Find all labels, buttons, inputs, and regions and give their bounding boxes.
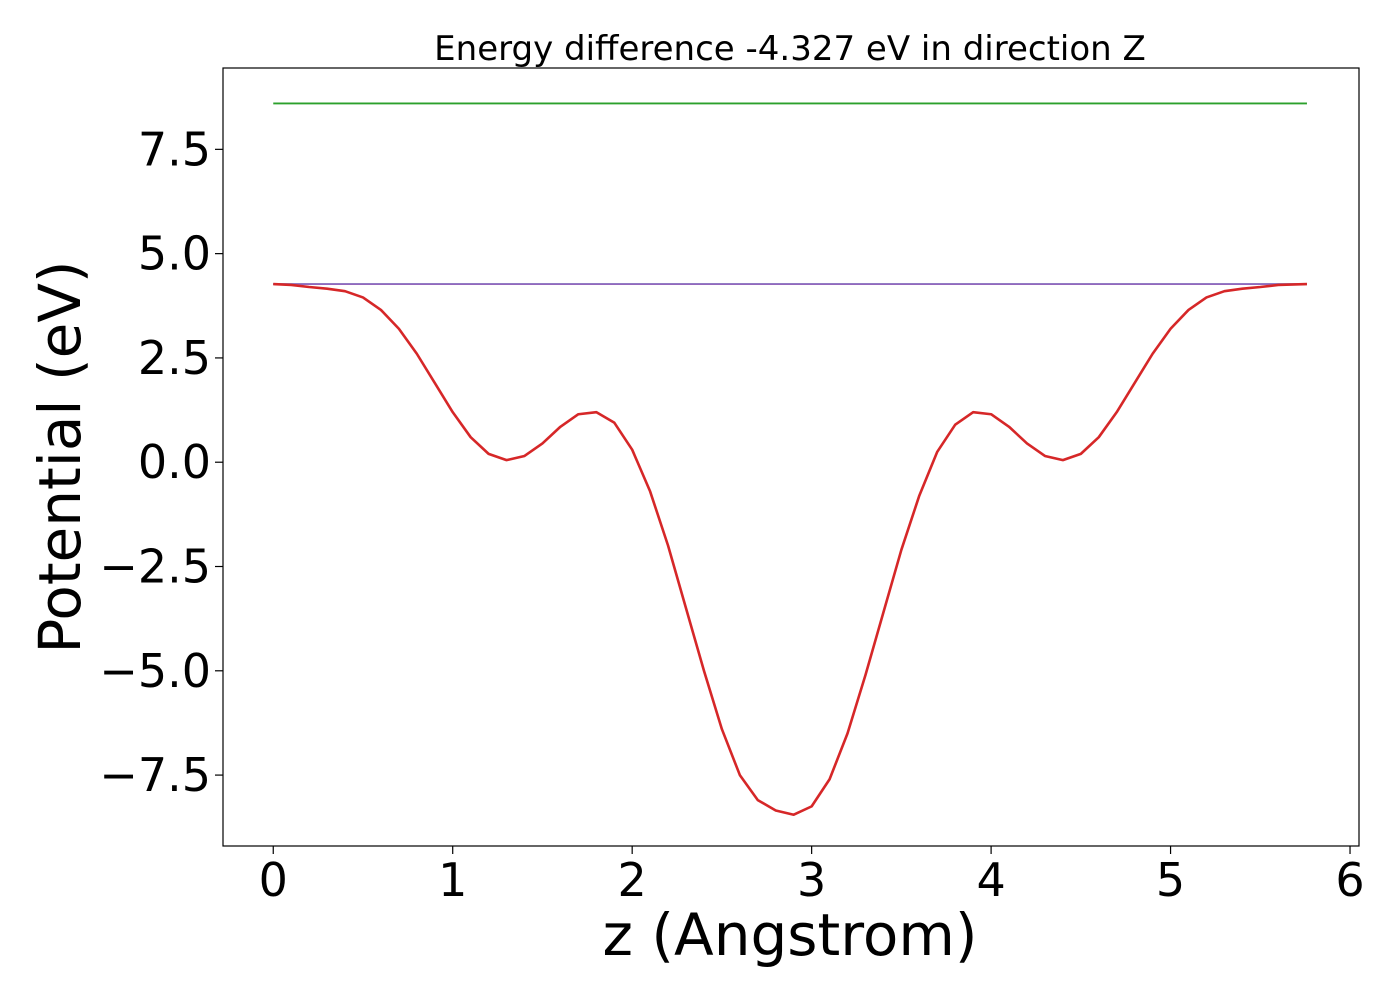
chart-title: Energy difference -4.327 eV in direction… — [434, 29, 1146, 69]
y-axis: −7.5 −5.0 −2.5 0.0 2.5 5.0 7.5 — [99, 122, 223, 802]
y-tick-label: 0.0 — [138, 435, 211, 489]
y-tick-label: 7.5 — [138, 122, 211, 176]
y-tick-label: 2.5 — [138, 331, 211, 385]
y-tick-label: −5.0 — [99, 644, 211, 698]
x-tick-label: 5 — [1156, 853, 1185, 907]
series-line-4 — [273, 282, 1307, 817]
x-tick-label: 6 — [1335, 853, 1364, 907]
x-tick-label: 4 — [976, 853, 1005, 907]
plot-area — [273, 102, 1307, 817]
y-tick-label: −2.5 — [99, 540, 211, 594]
x-tick-label: 1 — [438, 853, 467, 907]
plot-frame — [222, 67, 1360, 847]
x-axis: 0 1 2 3 4 5 6 — [259, 846, 1365, 907]
x-tick-label: 3 — [797, 853, 826, 907]
y-tick-label: −7.5 — [99, 748, 211, 802]
x-tick-label: 0 — [259, 853, 288, 907]
x-tick-label: 2 — [618, 853, 647, 907]
y-axis-title: Potential (eV) — [26, 260, 94, 653]
x-axis-title: z (Angstrom) — [603, 901, 978, 969]
y-tick-label: 5.0 — [138, 227, 211, 281]
